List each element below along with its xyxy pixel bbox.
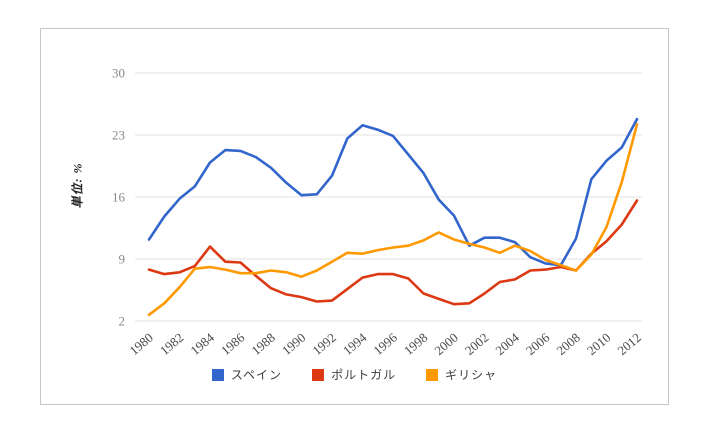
legend-label: スペイン [230,368,283,382]
x-tick-label: 1984 [187,329,217,358]
y-tick-label: 2 [119,314,126,329]
x-tick-label: 1980 [126,330,156,358]
legend-item-spain: スペイン [211,366,283,383]
series-line-greece [147,123,639,317]
series-line-spain [147,117,639,267]
legend-item-portugal: ポルトガル [312,366,396,383]
legend-label: ギリシャ [445,368,498,382]
legend-swatch-spain [211,368,224,381]
x-tick-label: 1994 [340,329,370,358]
x-tick-label: 2010 [584,330,614,358]
x-tick-label: 1992 [309,330,339,358]
x-tick-label: 1990 [279,330,309,358]
x-tick-label: 2012 [614,330,644,358]
x-tick-label: 2000 [431,330,461,358]
x-tick-label: 2008 [553,330,583,358]
x-tick-label: 1982 [157,330,187,358]
x-tick-label: 1998 [401,330,431,358]
x-tick-label: 2006 [523,329,553,358]
y-tick-label: 23 [112,128,125,143]
legend-label: ポルトガル [331,368,397,382]
x-tick-label: 1986 [218,329,248,358]
y-tick-label: 30 [112,66,125,81]
legend-swatch-portugal [312,368,325,381]
x-tick-label: 1996 [370,329,400,358]
y-tick-label: 9 [119,252,126,267]
x-tick-label: 2002 [462,330,492,358]
x-tick-label: 2004 [492,329,522,358]
chart-card: 単位: % 2 9 16 23 30 1980 1982 1984 1986 1988 1990 19… [40,28,669,405]
legend-swatch-greece [426,368,439,381]
line-chart-svg: 2 9 16 23 30 1980 1982 1984 1986 1988 1990 1992 1994… [112,66,644,359]
series-line-portugal [147,199,639,306]
x-tick-label: 1988 [248,330,278,358]
legend: スペイン ポルトガル ギリシャ [41,366,668,383]
legend-item-greece: ギリシャ [426,366,497,383]
y-tick-label: 16 [112,190,126,205]
